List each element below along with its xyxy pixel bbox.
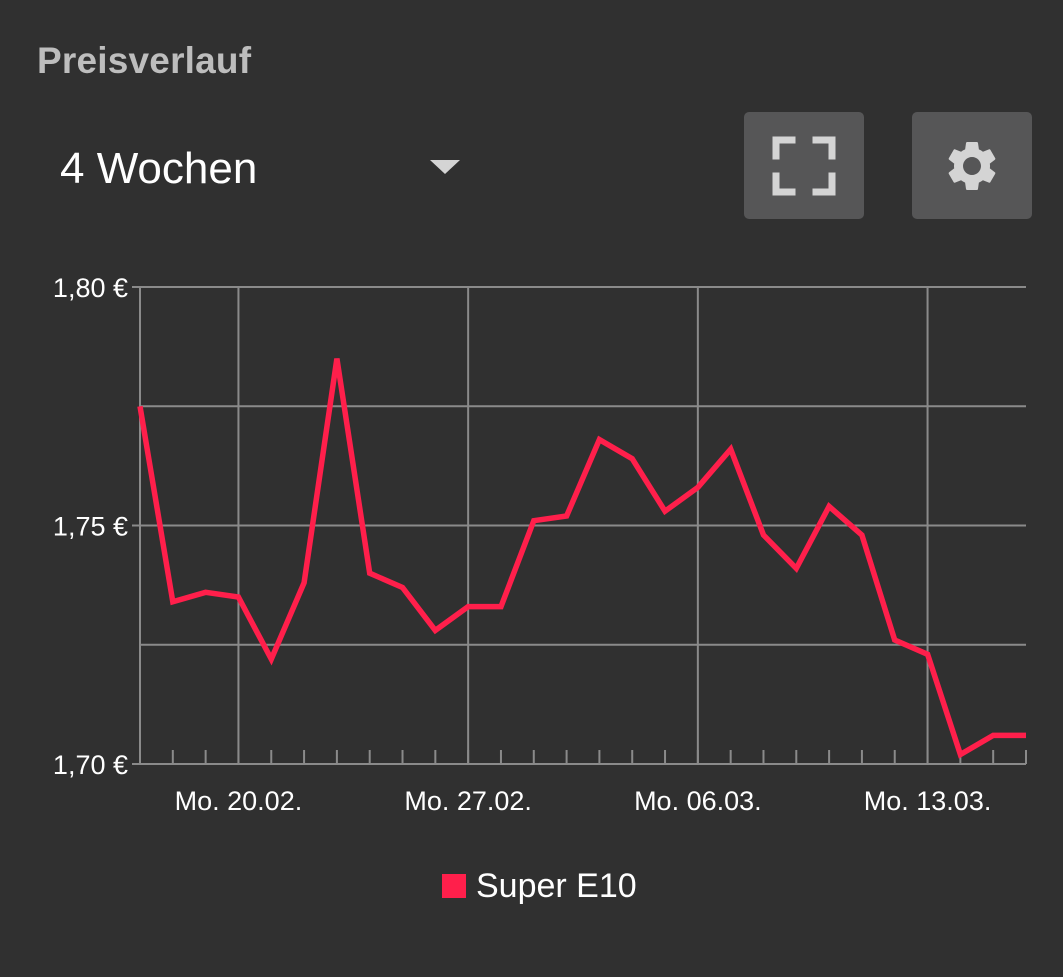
legend-label: Super E10 [476,866,637,905]
x-tick-label: Mo. 27.02. [404,786,532,816]
time-range-value: 4 Wochen [60,144,258,193]
legend-swatch [442,874,466,898]
fullscreen-icon [772,136,836,195]
settings-button[interactable] [912,112,1032,219]
series-line-super-e10 [137,358,1026,759]
y-tick-label: 1,75 € [53,512,128,542]
chart-legend: Super E10 [442,866,637,906]
chevron-down-icon [430,160,460,174]
x-tick-label: Mo. 06.03. [634,786,762,816]
y-tick-label: 1,80 € [53,273,128,303]
x-tick-label: Mo. 20.02. [175,786,303,816]
x-tick-label: Mo. 13.03. [864,786,992,816]
y-tick-label: 1,70 € [53,750,128,780]
time-range-dropdown[interactable]: 4 Wochen [40,128,480,208]
fullscreen-button[interactable] [744,112,864,219]
gear-icon [948,141,996,190]
card-title: Preisverlauf [37,40,252,81]
